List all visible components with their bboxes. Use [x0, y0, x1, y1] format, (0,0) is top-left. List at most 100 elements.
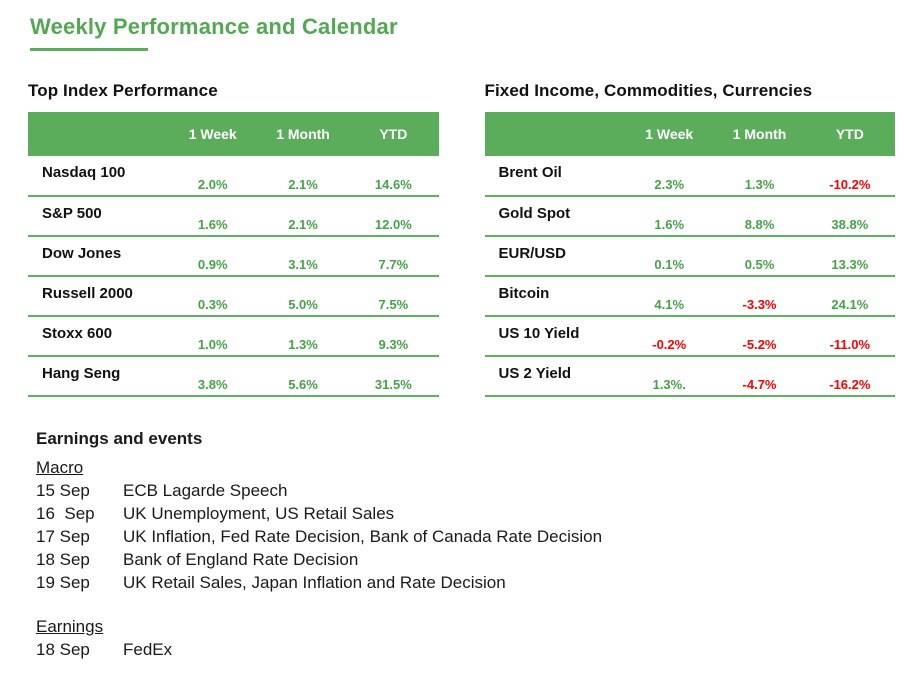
row-label: Russell 2000: [42, 284, 133, 302]
value-ytd: 7.5%: [378, 297, 409, 312]
value-1month: 2.1%: [288, 217, 318, 232]
row-label: Bitcoin: [498, 284, 550, 302]
value-ytd: -11.0%: [829, 337, 871, 352]
event-date: 15 Sep: [36, 481, 90, 500]
value-1week: 1.6%: [197, 217, 228, 232]
event-date: 19 Sep: [36, 573, 90, 592]
value-1month: 1.3%: [744, 177, 775, 192]
value-1week: 3.8%: [197, 377, 228, 392]
col-header-1month: 1 Month: [714, 112, 805, 156]
table-row-hangseng: Hang Seng 3.8% 5.6% 31.5%: [28, 356, 439, 396]
fixed-income-header: 1 Week 1 Month YTD: [484, 112, 895, 156]
table-row-goldspot: Gold Spot 1.6% 8.8% 38.8%: [484, 196, 895, 236]
table-row-sp500: S&P 500 1.6% 2.1% 12.0%: [28, 196, 439, 236]
col-header-1week: 1 Week: [624, 112, 715, 156]
value-1month: -5.2%: [742, 337, 777, 352]
row-label: EUR/USD: [498, 244, 567, 262]
event-date: 17 Sep: [36, 527, 90, 546]
col-header-1month: 1 Month: [257, 112, 349, 156]
empty-header-cell: [28, 112, 168, 156]
table-row-us2yield: US 2 Yield 1.3%. -4.7% -16.2%: [484, 356, 895, 396]
value-ytd: -10.2%: [829, 177, 871, 192]
value-ytd: 38.8%: [831, 217, 869, 232]
row-label: Dow Jones: [42, 244, 122, 262]
empty-header-cell: [484, 112, 625, 156]
value-1month: 2.1%: [288, 177, 318, 192]
earnings-heading: Earnings: [36, 617, 104, 636]
title-block: Weekly Performance and Calendar: [0, 14, 918, 51]
earnings-events-title: Earnings and events: [36, 429, 203, 448]
table-row-stoxx600: Stoxx 600 1.0% 1.3% 9.3%: [28, 316, 439, 356]
event-description: FedEx: [123, 640, 173, 659]
value-1week: 2.3%: [654, 177, 685, 192]
value-1month: -4.7%: [742, 377, 777, 392]
value-1week: 4.1%: [654, 297, 685, 312]
row-label: Hang Seng: [42, 364, 121, 382]
page-title: Weekly Performance and Calendar: [30, 14, 398, 39]
table-row-russell2000: Russell 2000 0.3% 5.0% 7.5%: [28, 276, 439, 316]
value-1week: 1.6%: [654, 217, 685, 232]
value-1month: 8.8%: [744, 217, 775, 232]
value-1month: 0.5%: [744, 257, 775, 272]
event-date: 18 Sep: [36, 550, 90, 569]
event-description: UK Inflation, Fed Rate Decision, Bank of…: [123, 527, 603, 546]
macro-item: 16 Sep UK Unemployment, US Retail Sales: [36, 502, 918, 525]
value-ytd: 7.7%: [378, 257, 409, 272]
value-1week: 2.0%: [197, 177, 228, 192]
earnings-events-section: Earnings and events Macro 15 Sep ECB Lag…: [36, 429, 918, 661]
value-1week: 0.1%: [654, 257, 685, 272]
row-label: Brent Oil: [498, 164, 562, 181]
event-description: Bank of England Rate Decision: [123, 550, 359, 569]
index-performance-section: Top Index Performance 1 Week 1 Month YTD…: [28, 81, 439, 397]
index-performance-title: Top Index Performance: [28, 81, 218, 100]
table-row-dowjones: Dow Jones 0.9% 3.1% 7.7%: [28, 236, 439, 276]
index-performance-table: 1 Week 1 Month YTD Nasdaq 100 2.0% 2.1% …: [28, 112, 439, 397]
value-ytd: 13.3%: [831, 257, 869, 272]
macro-item: 18 Sep Bank of England Rate Decision: [36, 548, 918, 571]
value-1week: 0.9%: [197, 257, 228, 272]
value-ytd: 12.0%: [374, 217, 412, 232]
table-row-eurusd: EUR/USD 0.1% 0.5% 13.3%: [484, 236, 895, 276]
row-label: S&P 500: [42, 204, 102, 222]
fixed-income-section: Fixed Income, Commodities, Currencies 1 …: [484, 81, 895, 397]
macro-item: 19 Sep UK Retail Sales, Japan Inflation …: [36, 571, 918, 594]
row-label: Nasdaq 100: [42, 164, 126, 181]
table-row-bitcoin: Bitcoin 4.1% -3.3% 24.1%: [484, 276, 895, 316]
title-underline-rule: [30, 48, 148, 51]
table-row-us10yield: US 10 Yield -0.2% -5.2% -11.0%: [484, 316, 895, 356]
section-spacer: [36, 594, 918, 617]
event-date: 18 Sep: [36, 640, 90, 659]
event-description: UK Retail Sales, Japan Inflation and Rat…: [123, 573, 506, 592]
row-label: US 10 Yield: [498, 324, 580, 342]
macro-heading: Macro: [36, 458, 84, 477]
event-description: ECB Lagarde Speech: [123, 481, 288, 500]
value-1month: 3.1%: [288, 257, 318, 272]
value-ytd: -16.2%: [829, 377, 871, 392]
value-1week: 1.3%.: [652, 377, 686, 392]
value-1week: -0.2%: [652, 337, 687, 352]
row-label: Stoxx 600: [42, 324, 113, 342]
value-1month: 1.3%: [288, 337, 318, 352]
fixed-income-title: Fixed Income, Commodities, Currencies: [484, 81, 813, 100]
fixed-income-table: 1 Week 1 Month YTD Brent Oil 2.3% 1.3% -…: [484, 112, 895, 397]
value-ytd: 31.5%: [374, 377, 412, 392]
table-row-nasdaq100: Nasdaq 100 2.0% 2.1% 14.6%: [28, 156, 439, 196]
earnings-item: 18 Sep FedEx: [36, 638, 918, 661]
macro-item: 15 Sep ECB Lagarde Speech: [36, 479, 918, 502]
macro-item: 17 Sep UK Inflation, Fed Rate Decision, …: [36, 525, 918, 548]
col-header-1week: 1 Week: [167, 112, 258, 156]
value-1month: 5.6%: [288, 377, 318, 392]
value-ytd: 9.3%: [378, 337, 409, 352]
performance-tables: Top Index Performance 1 Week 1 Month YTD…: [0, 81, 918, 397]
row-label: Gold Spot: [498, 204, 571, 222]
value-1month: -3.3%: [742, 297, 777, 312]
value-1week: 0.3%: [197, 297, 228, 312]
table-row-brentoil: Brent Oil 2.3% 1.3% -10.2%: [484, 156, 895, 196]
value-ytd: 24.1%: [831, 297, 869, 312]
value-ytd: 14.6%: [374, 177, 412, 192]
event-date: 16 Sep: [36, 504, 95, 523]
value-1month: 5.0%: [288, 297, 318, 312]
index-performance-header: 1 Week 1 Month YTD: [28, 112, 439, 156]
event-description: UK Unemployment, US Retail Sales: [123, 504, 395, 523]
